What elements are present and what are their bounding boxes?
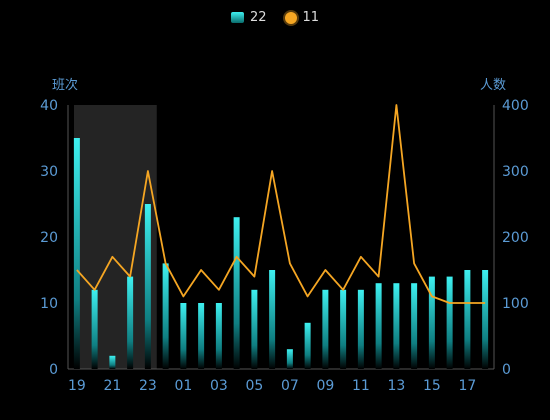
highlight-band (74, 105, 157, 369)
bar (73, 138, 80, 369)
legend-bar-label: 22 (249, 10, 267, 25)
legend-line-label: 11 (302, 10, 320, 25)
right-y-tick-label: 0 (502, 362, 511, 378)
bar (286, 349, 293, 369)
bar (340, 289, 347, 369)
bar (144, 204, 151, 369)
x-tick-label: 05 (245, 378, 263, 394)
bar (180, 303, 187, 369)
x-tick-label: 13 (387, 378, 405, 394)
bar (393, 283, 400, 369)
x-tick-label: 11 (352, 378, 370, 394)
x-tick-label: 23 (139, 378, 157, 394)
bar (446, 276, 453, 369)
x-tick-label: 19 (68, 378, 86, 394)
right-axis-title: 人数 (480, 78, 507, 93)
x-tick-label: 17 (458, 378, 476, 394)
bar (127, 276, 134, 369)
bar (357, 289, 364, 369)
right-y-tick-label: 400 (502, 98, 529, 114)
x-tick-label: 01 (174, 378, 192, 394)
legend-item-bar[interactable]: 22 (230, 10, 267, 25)
bar (464, 270, 471, 369)
bar (322, 289, 329, 369)
line-series-swatch (284, 11, 297, 24)
bar (482, 270, 489, 369)
right-y-tick-label: 200 (502, 230, 529, 246)
x-tick-label: 07 (281, 378, 299, 394)
bar (215, 303, 222, 369)
left-y-tick-label: 10 (40, 296, 58, 312)
legend-item-line[interactable]: 11 (284, 10, 320, 25)
line-series-path (76, 104, 486, 304)
bar (411, 283, 418, 369)
left-y-tick-label: 20 (40, 230, 58, 246)
left-y-tick-label: 40 (40, 98, 58, 114)
bar-series-swatch (230, 12, 244, 23)
x-tick-label: 21 (103, 378, 121, 394)
bar (198, 303, 205, 369)
bar (251, 289, 258, 369)
chart-legend: 22 11 (0, 10, 550, 25)
bar (233, 217, 240, 369)
right-y-tick-label: 300 (502, 164, 529, 180)
bar (375, 283, 382, 369)
bar (304, 322, 311, 369)
x-tick-label: 03 (210, 378, 228, 394)
bar (428, 276, 435, 369)
left-y-tick-label: 30 (40, 164, 58, 180)
left-y-tick-label: 0 (49, 362, 58, 378)
right-y-tick-label: 100 (502, 296, 529, 312)
bar (109, 355, 116, 369)
x-tick-label: 15 (423, 378, 441, 394)
x-tick-label: 09 (316, 378, 334, 394)
bar (269, 270, 276, 369)
left-axis-title: 班次 (52, 78, 79, 93)
bar (162, 263, 169, 369)
bar (91, 289, 98, 369)
